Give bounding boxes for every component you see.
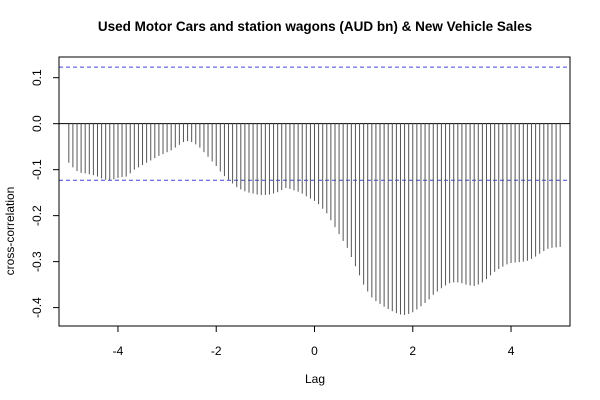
y-tick-label: -0.3 <box>30 251 44 272</box>
y-tick-label: 0.0 <box>30 115 44 132</box>
x-tick-label: -4 <box>113 344 124 358</box>
ccf-bars <box>68 123 561 315</box>
x-tick-label: -2 <box>211 344 222 358</box>
x-tick-label: 4 <box>508 344 515 358</box>
y-tick-label: -0.2 <box>30 205 44 226</box>
y-tick-label: 0.1 <box>30 69 44 86</box>
y-tick-label: -0.1 <box>30 159 44 180</box>
y-tick-label: -0.4 <box>30 297 44 318</box>
x-axis: -4 -2 0 2 4 <box>113 326 515 358</box>
y-axis-label: cross-correlation <box>3 187 17 276</box>
x-axis-label: Lag <box>305 372 325 386</box>
x-tick-label: 2 <box>409 344 416 358</box>
x-tick-label: 0 <box>311 344 318 358</box>
chart-title: Used Motor Cars and station wagons (AUD … <box>98 19 532 34</box>
y-axis: -0.4 -0.3 -0.2 -0.1 0.0 0.1 <box>30 69 59 318</box>
